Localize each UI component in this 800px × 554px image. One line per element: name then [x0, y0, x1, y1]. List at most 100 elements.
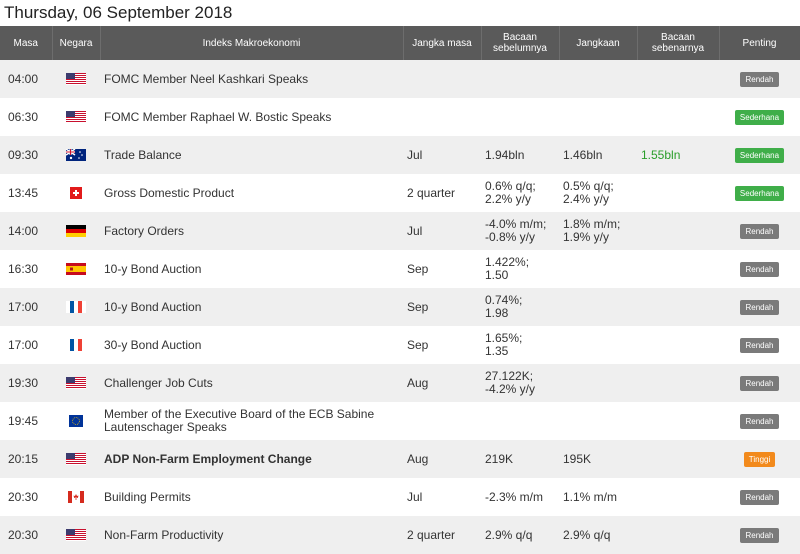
event-time: 19:30	[0, 364, 52, 402]
importance-cell: Sederhana	[719, 136, 800, 174]
previous-value: 27.122K; -4.2% y/y	[481, 364, 559, 402]
col-header-country: Negara	[52, 26, 101, 60]
indicator-name: 30-y Bond Auction	[100, 326, 403, 364]
event-time: 04:00	[0, 60, 52, 98]
col-header-time: Masa	[0, 26, 53, 60]
germany-flag-icon	[66, 225, 86, 238]
event-time: 17:00	[0, 288, 52, 326]
country-cell	[52, 402, 100, 440]
country-cell	[52, 516, 100, 554]
previous-value: 1.65%; 1.35	[481, 326, 559, 364]
table-row[interactable]: 19:45 Member of the Executive Board of th…	[0, 402, 800, 440]
actual-value	[637, 174, 719, 212]
forecast-value: 2.9% q/q	[559, 516, 637, 554]
switzerland-flag-icon	[66, 187, 86, 200]
indicator-name: Factory Orders	[100, 212, 403, 250]
table-row[interactable]: 09:30 Trade Balance Jul 1.94bln 1.46bln 1.55b…	[0, 136, 800, 174]
forecast-value: 0.5% q/q; 2.4% y/y	[559, 174, 637, 212]
importance-badge: Rendah	[740, 71, 779, 87]
table-row[interactable]: 06:30 FOMC Member Raphael W. Bostic Speak…	[0, 98, 800, 136]
importance-cell: Tinggi	[719, 440, 800, 478]
previous-value: 2.9% q/q	[481, 516, 559, 554]
indicator-name: Member of the Executive Board of the ECB…	[100, 402, 403, 440]
event-time: 13:45	[0, 174, 52, 212]
indicator-name: FOMC Member Raphael W. Bostic Speaks	[100, 98, 403, 136]
event-time: 20:30	[0, 478, 52, 516]
period-value: Sep	[403, 250, 481, 288]
previous-value	[481, 98, 559, 136]
importance-cell: Sederhana	[719, 174, 800, 212]
forecast-value	[559, 98, 637, 136]
table-header-row: Masa Negara Indeks Makroekonomi Jangka m…	[0, 26, 800, 60]
country-cell	[52, 288, 100, 326]
previous-value	[481, 60, 559, 98]
previous-value: -2.3% m/m	[481, 478, 559, 516]
col-header-period: Jangka masa	[403, 26, 482, 60]
forecast-value: 1.1% m/m	[559, 478, 637, 516]
table-row[interactable]: 13:45 Gross Domestic Product 2 quarter 0.6%…	[0, 174, 800, 212]
previous-value	[481, 402, 559, 440]
actual-value	[637, 326, 719, 364]
table-row[interactable]: 17:00 10-y Bond Auction Sep 0.74%; 1.98 Rend…	[0, 288, 800, 326]
table-row[interactable]: 17:00 30-y Bond Auction Sep 1.65%; 1.35 Rend…	[0, 326, 800, 364]
importance-badge: Rendah	[740, 261, 779, 277]
event-time: 06:30	[0, 98, 52, 136]
actual-value	[637, 516, 719, 554]
actual-value	[637, 440, 719, 478]
economic-calendar-table: Masa Negara Indeks Makroekonomi Jangka m…	[0, 26, 800, 554]
event-time: 09:30	[0, 136, 52, 174]
importance-badge: Rendah	[740, 223, 779, 239]
actual-value: 1.55bln	[637, 136, 719, 174]
forecast-value	[559, 288, 637, 326]
forecast-value	[559, 60, 637, 98]
previous-value: 0.6% q/q; 2.2% y/y	[481, 174, 559, 212]
col-header-actual: Bacaan sebenarnya	[637, 26, 720, 60]
importance-badge: Rendah	[740, 337, 779, 353]
importance-cell: Rendah	[719, 60, 800, 98]
previous-value: -4.0% m/m; -0.8% y/y	[481, 212, 559, 250]
importance-cell: Rendah	[719, 250, 800, 288]
importance-cell: Rendah	[719, 516, 800, 554]
period-value: Jul	[403, 478, 481, 516]
country-cell	[52, 136, 100, 174]
importance-badge: Rendah	[740, 413, 779, 429]
event-time: 20:30	[0, 516, 52, 554]
importance-badge: Sederhana	[734, 109, 785, 125]
indicator-name: Gross Domestic Product	[100, 174, 403, 212]
france-flag-icon	[66, 339, 86, 352]
table-row[interactable]: 20:30 Building Permits Jul -2.3% m/m 1.1% m/…	[0, 478, 800, 516]
event-time: 20:15	[0, 440, 52, 478]
forecast-value: 1.46bln	[559, 136, 637, 174]
importance-cell: Rendah	[719, 288, 800, 326]
period-value: Aug	[403, 440, 481, 478]
importance-badge: Rendah	[740, 299, 779, 315]
forecast-value	[559, 250, 637, 288]
indicator-name: FOMC Member Neel Kashkari Speaks	[100, 60, 403, 98]
period-value: Sep	[403, 288, 481, 326]
country-cell	[52, 250, 100, 288]
event-time: 19:45	[0, 402, 52, 440]
country-cell	[52, 326, 100, 364]
actual-value	[637, 288, 719, 326]
table-row[interactable]: 14:00 Factory Orders Jul -4.0% m/m; -0.8% y…	[0, 212, 800, 250]
table-row[interactable]: 16:30 10-y Bond Auction Sep 1.422%; 1.50 Ren…	[0, 250, 800, 288]
actual-value	[637, 98, 719, 136]
country-cell	[52, 212, 100, 250]
importance-badge: Tinggi	[743, 451, 776, 467]
indicator-name: ADP Non-Farm Employment Change	[100, 440, 403, 478]
country-cell	[52, 478, 100, 516]
indicator-name: Challenger Job Cuts	[100, 364, 403, 402]
table-row[interactable]: 20:15 ADP Non-Farm Employment Change Aug 21…	[0, 440, 800, 478]
actual-value	[637, 364, 719, 402]
table-row[interactable]: 20:30 Non-Farm Productivity 2 quarter 2.9% …	[0, 516, 800, 554]
period-value: Sep	[403, 326, 481, 364]
eu-flag-icon	[66, 415, 86, 428]
table-row[interactable]: 04:00 FOMC Member Neel Kashkari Speaks Ren…	[0, 60, 800, 98]
canada-flag-icon	[66, 491, 86, 504]
table-row[interactable]: 19:30 Challenger Job Cuts Aug 27.122K; -4.2…	[0, 364, 800, 402]
importance-cell: Rendah	[719, 402, 800, 440]
country-cell	[52, 174, 100, 212]
previous-value: 1.94bln	[481, 136, 559, 174]
country-cell	[52, 60, 100, 98]
period-value	[403, 402, 481, 440]
